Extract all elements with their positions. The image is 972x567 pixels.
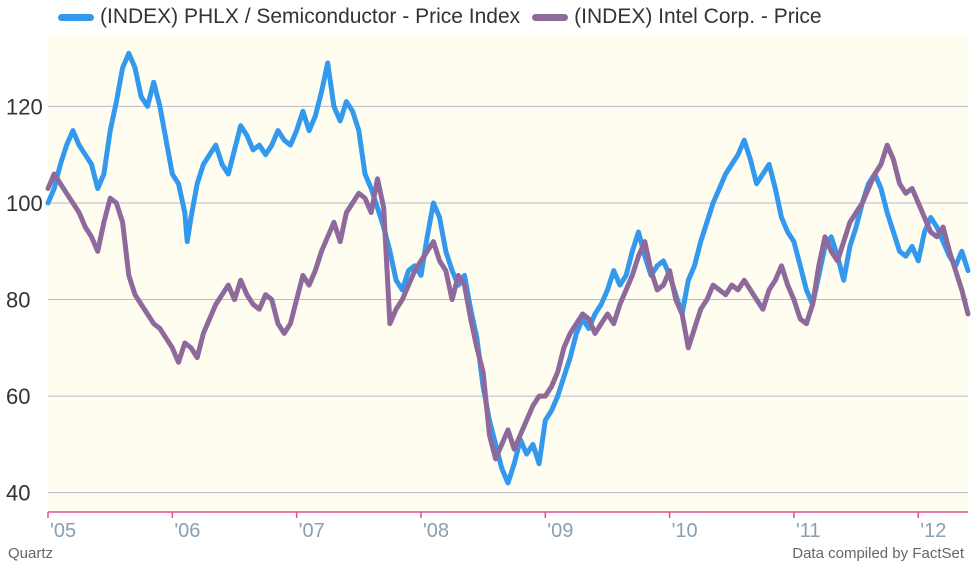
x-tick-label: '09 bbox=[547, 520, 573, 542]
legend-label-semiconductor-index: (INDEX) PHLX / Semiconductor - Price Ind… bbox=[100, 5, 521, 28]
x-tick-label: '07 bbox=[299, 520, 325, 542]
x-tick-label: '05 bbox=[50, 520, 76, 542]
gridlines bbox=[48, 105, 968, 494]
series-lines bbox=[45, 50, 971, 486]
source-credit-right: Data compiled by FactSet bbox=[792, 545, 964, 562]
y-tick-label: 100 bbox=[6, 191, 43, 216]
legend-item-intel-price[interactable]: (INDEX) Intel Corp. - Price bbox=[532, 5, 822, 29]
legend-item-semiconductor-index[interactable]: (INDEX) PHLX / Semiconductor - Price Ind… bbox=[58, 5, 520, 29]
legend-swatch-intel-price bbox=[532, 13, 569, 21]
legend-label-intel-price: (INDEX) Intel Corp. - Price bbox=[574, 5, 822, 28]
source-credit-left: Quartz bbox=[8, 545, 54, 562]
plot-background bbox=[48, 34, 968, 512]
x-tick-label: '12 bbox=[920, 520, 946, 542]
x-tick-label: '08 bbox=[423, 520, 449, 542]
y-tick-label: 80 bbox=[6, 288, 30, 313]
x-tick-label: '11 bbox=[796, 520, 821, 542]
chart-legend: (INDEX) PHLX / Semiconductor - Price Ind… bbox=[58, 2, 834, 32]
y-tick-label: 40 bbox=[6, 481, 30, 506]
legend-swatch-semiconductor-index bbox=[58, 13, 94, 21]
y-tick-label: 60 bbox=[6, 384, 30, 409]
axes: 40 60 80 100 120 '05 '06 '07 '08 '09 '10 '11 '12 bbox=[6, 94, 968, 542]
series-line-intel-price bbox=[45, 142, 971, 462]
x-tick-label: '06 bbox=[174, 520, 200, 542]
x-tick-label: '10 bbox=[672, 520, 698, 542]
y-tick-label: 120 bbox=[6, 94, 43, 119]
